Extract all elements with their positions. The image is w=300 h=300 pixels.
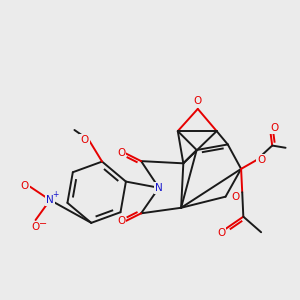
Text: O: O bbox=[231, 192, 240, 202]
Text: +: + bbox=[52, 190, 59, 199]
Text: O: O bbox=[257, 155, 265, 165]
Text: O: O bbox=[80, 135, 88, 145]
Text: O: O bbox=[20, 181, 28, 190]
Text: O: O bbox=[217, 228, 225, 238]
Text: O: O bbox=[32, 222, 40, 232]
Text: O: O bbox=[117, 216, 125, 226]
Text: N: N bbox=[46, 195, 54, 205]
Text: −: − bbox=[39, 219, 47, 230]
Text: O: O bbox=[194, 96, 202, 106]
Text: O: O bbox=[270, 123, 279, 133]
Text: N: N bbox=[155, 183, 163, 193]
Text: O: O bbox=[117, 148, 125, 158]
